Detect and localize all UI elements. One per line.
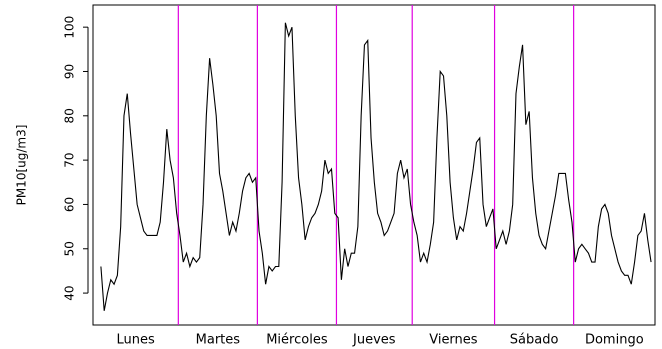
y-tick-label: 60	[63, 197, 77, 212]
y-axis-label: PM10[ug/m3]	[15, 125, 29, 206]
x-tick-label: Lunes	[117, 333, 155, 348]
y-tick-label: 40	[63, 285, 77, 300]
x-tick-label: Domingo	[585, 333, 644, 348]
y-tick-label: 80	[63, 108, 77, 123]
x-tick-label: Miércoles	[266, 333, 328, 348]
y-tick-label: 70	[63, 152, 77, 167]
data-line	[100, 22, 652, 311]
x-tick-label: Martes	[196, 333, 241, 348]
x-tick-label: Jueves	[352, 333, 396, 348]
y-tick-label: 90	[63, 64, 77, 79]
y-tick-label: 100	[63, 16, 77, 39]
plot-frame	[92, 4, 656, 326]
y-tick-label: 50	[63, 241, 77, 256]
x-tick-label: Sábado	[510, 333, 559, 348]
x-tick-label: Viernes	[429, 333, 478, 348]
